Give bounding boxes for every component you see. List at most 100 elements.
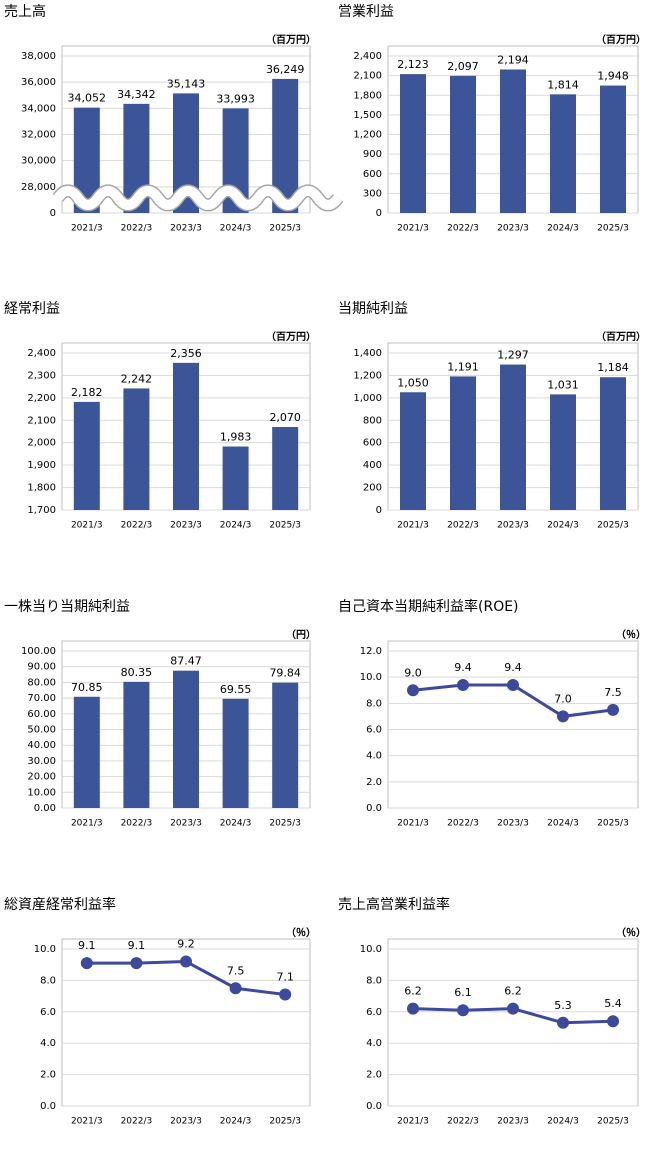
- bar: [73, 696, 100, 808]
- unit-label: （百万円）: [596, 33, 646, 46]
- data-label: 9.0: [404, 666, 422, 679]
- y-tick-label: 10.0: [360, 672, 382, 683]
- data-label: 6.1: [454, 986, 472, 999]
- x-tick-label: 2025/3: [597, 1117, 629, 1127]
- x-tick-label: 2025/3: [597, 224, 629, 234]
- y-tick-label: 0.00: [34, 803, 56, 814]
- data-label: 7.5: [227, 964, 245, 977]
- y-tick-label: 10.0: [34, 944, 56, 955]
- y-tick-label: 60.00: [27, 709, 56, 720]
- data-label: 80.35: [121, 666, 153, 679]
- x-tick-label: 2022/3: [447, 1117, 479, 1127]
- x-tick-label: 2022/3: [121, 819, 153, 829]
- y-tick-label: 36,000: [21, 77, 56, 88]
- y-tick-label: 0.0: [366, 1101, 382, 1112]
- y-tick-label: 6.0: [40, 1007, 56, 1018]
- marker: [507, 1002, 519, 1015]
- y-tick-label: 0: [50, 208, 56, 219]
- chart-title: 経常利益: [4, 301, 60, 317]
- x-tick-label: 2021/3: [71, 521, 103, 531]
- bar: [272, 427, 299, 510]
- y-tick-label: 2,200: [27, 393, 56, 404]
- data-label: 70.85: [71, 681, 103, 694]
- bar: [123, 388, 150, 510]
- y-tick-label: 50.00: [27, 725, 56, 736]
- bar: [600, 377, 626, 510]
- data-label: 34,052: [68, 92, 107, 105]
- y-tick-label: 1,400: [353, 348, 382, 359]
- marker: [229, 982, 242, 995]
- data-label: 36,249: [266, 63, 305, 76]
- y-tick-label: 70.00: [27, 693, 56, 704]
- data-label: 6.2: [404, 985, 422, 998]
- x-tick-label: 2025/3: [269, 521, 301, 531]
- marker: [130, 957, 143, 970]
- bar: [272, 682, 299, 808]
- x-tick-label: 2023/3: [497, 224, 529, 234]
- x-tick-label: 2021/3: [71, 1117, 103, 1127]
- unit-label: （百万円）: [266, 330, 316, 343]
- chart-title: 当期純利益: [338, 301, 408, 317]
- bar: [550, 94, 576, 213]
- data-label: 9.2: [177, 938, 195, 951]
- data-label: 2,194: [497, 53, 529, 66]
- data-label: 9.4: [504, 661, 522, 674]
- marker: [507, 679, 519, 692]
- chart-panel: 営業利益 （百万円） 0 300 600 900 1,200 1,500 1,800 2,100 2…: [338, 4, 646, 234]
- data-label: 33,993: [216, 92, 255, 105]
- y-tick-label: 1,900: [27, 460, 56, 471]
- bar: [222, 698, 249, 808]
- bar: [400, 392, 426, 510]
- data-label: 5.4: [604, 997, 622, 1010]
- y-tick-label: 8.0: [40, 975, 56, 986]
- x-tick-label: 2022/3: [447, 819, 479, 829]
- y-tick-label: 10.00: [27, 787, 56, 798]
- y-tick-label: 20.00: [27, 772, 56, 783]
- marker: [607, 1015, 619, 1028]
- unit-label: （百万円）: [596, 330, 646, 343]
- y-tick-label: 800: [363, 415, 382, 426]
- x-tick-label: 2022/3: [447, 224, 479, 234]
- data-label: 7.0: [554, 692, 572, 705]
- chart-panel: 売上高 （百万円） 0 28,000 30,000 32,000 34,000 36,000 3…: [4, 3, 344, 234]
- y-tick-label: 100.00: [21, 646, 56, 657]
- x-tick-label: 2021/3: [397, 521, 429, 531]
- marker: [80, 957, 93, 970]
- marker: [407, 1002, 419, 1015]
- bar: [500, 69, 526, 213]
- x-tick-label: 2025/3: [269, 1117, 301, 1127]
- y-tick-label: 2.0: [366, 1070, 382, 1081]
- x-tick-label: 2025/3: [269, 224, 301, 234]
- bar: [450, 376, 476, 510]
- data-label: 7.1: [276, 971, 294, 984]
- data-label: 1,814: [547, 78, 579, 91]
- y-tick-label: 1,200: [353, 130, 382, 141]
- marker: [557, 1016, 569, 1029]
- y-tick-label: 1,500: [353, 110, 382, 121]
- axis-break: [53, 185, 343, 210]
- data-label: 9.1: [78, 939, 96, 952]
- data-label: 9.4: [454, 661, 472, 674]
- bar: [222, 446, 249, 510]
- data-label: 69.55: [220, 683, 252, 696]
- bar: [173, 362, 199, 510]
- data-label: 1,050: [397, 376, 429, 389]
- data-label: 2,097: [447, 60, 479, 73]
- bar: [600, 85, 626, 213]
- data-label: 1,297: [497, 349, 529, 362]
- x-tick-label: 2025/3: [269, 819, 301, 829]
- y-tick-label: 4.0: [366, 1038, 382, 1049]
- data-label: 2,242: [121, 372, 153, 385]
- marker: [457, 679, 469, 692]
- x-tick-label: 2021/3: [397, 1117, 429, 1127]
- x-tick-label: 2024/3: [220, 224, 252, 234]
- x-tick-label: 2024/3: [220, 819, 252, 829]
- x-tick-label: 2023/3: [497, 521, 529, 531]
- y-tick-label: 80.00: [27, 677, 56, 688]
- y-tick-label: 8.0: [366, 975, 382, 986]
- y-tick-label: 4.0: [40, 1038, 56, 1049]
- x-tick-label: 2023/3: [497, 1117, 529, 1127]
- x-tick-label: 2024/3: [547, 224, 579, 234]
- x-tick-label: 2024/3: [547, 819, 579, 829]
- y-tick-label: 38,000: [21, 51, 56, 62]
